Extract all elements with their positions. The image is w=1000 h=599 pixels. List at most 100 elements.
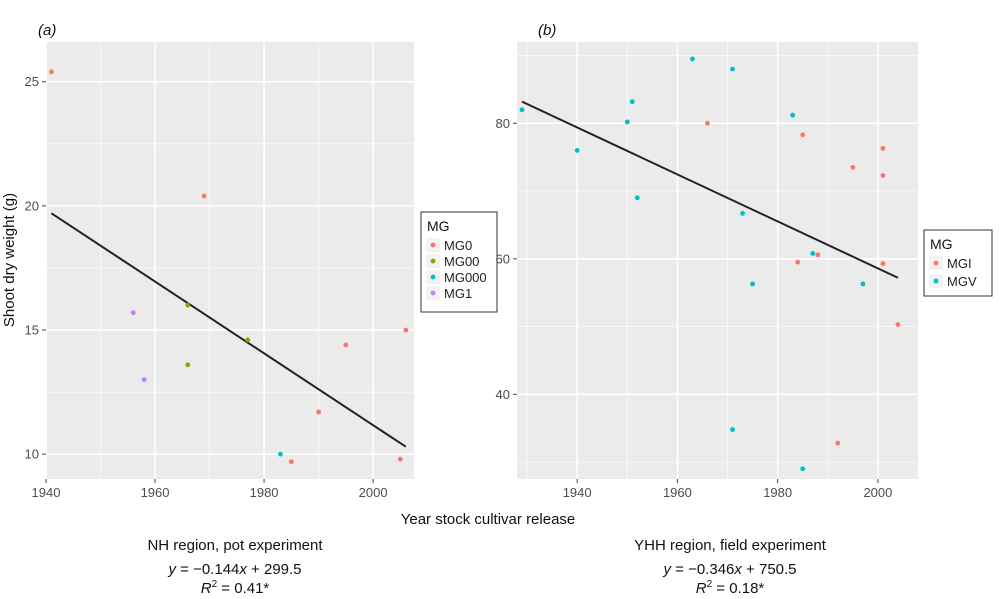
- panel-a-points: [49, 69, 409, 465]
- panel-a-r2-value: = 0.41*: [221, 580, 270, 597]
- panel-a-r-squared: R2 = 0.41*: [90, 579, 380, 597]
- panel-b-eq-x: x: [734, 561, 742, 578]
- panel-a-grid: [45, 42, 414, 479]
- data-point-mg000: [278, 451, 283, 457]
- y-tick-label: 25: [25, 74, 39, 89]
- x-tick-label: 1960: [663, 485, 692, 500]
- legend-label: MG000: [444, 270, 487, 285]
- legend-swatch: [430, 258, 436, 264]
- panel-b-eq-intercept: + 750.5: [746, 561, 797, 578]
- legend-label: MG1: [444, 286, 472, 301]
- data-point-mgv: [810, 250, 816, 256]
- y-tick-label: 40: [496, 387, 510, 402]
- data-point-mgv: [730, 427, 735, 432]
- x-tick-label: 2000: [863, 485, 892, 500]
- data-point-mg0: [403, 327, 409, 333]
- data-point-mgv: [690, 56, 695, 62]
- panel-a-legend-title: MG: [427, 218, 450, 234]
- data-point-mg0: [397, 456, 403, 462]
- y-tick-label: 10: [25, 447, 39, 462]
- data-point-mg0: [288, 459, 294, 465]
- x-tick-label: 2000: [359, 485, 388, 500]
- data-point-mg00: [185, 302, 191, 308]
- x-axis-title: Year stock cultivar release: [401, 511, 576, 528]
- legend-swatch: [430, 274, 436, 280]
- panel-b-legend-title: MG: [930, 236, 953, 252]
- panel-b-equation: y = −0.346x + 750.5: [663, 561, 797, 578]
- panel-a-eq-y: y: [168, 561, 176, 578]
- data-point-mgi: [835, 440, 841, 446]
- panel-a-eq-x: x: [239, 561, 247, 578]
- panel-b-legend: MG MGI MGV: [923, 229, 993, 297]
- data-point-mgv: [750, 281, 755, 287]
- regression-line: [521, 100, 899, 279]
- panel-b-r2-sup: 2: [706, 579, 713, 590]
- panel-b-legend-items: MGI MGV: [929, 256, 977, 289]
- panel-b-r2-letter: R: [695, 580, 707, 597]
- legend-label: MGI: [947, 256, 972, 271]
- legend-label: MG00: [444, 254, 479, 269]
- y-tick-label: 15: [25, 323, 39, 338]
- panel-a-eq-slope: −0.144: [193, 561, 240, 578]
- panel-a-eq-intercept: + 299.5: [251, 561, 302, 578]
- panel-a-equation: y = −0.144x + 299.5: [168, 561, 302, 578]
- panel-a-regression: [50, 212, 407, 448]
- y-tick-label: 80: [496, 116, 510, 131]
- panel-b-eq-y: y: [663, 561, 671, 578]
- panel-a-y-axis-title: Shoot dry weight (g): [1, 193, 18, 327]
- panel-b-caption-title: YHH region, field experiment: [634, 537, 826, 554]
- data-point-mgi: [800, 132, 806, 138]
- panel-a-plot-area: [46, 42, 414, 479]
- data-point-mg00: [245, 337, 251, 343]
- data-point-mgv: [800, 466, 806, 472]
- data-point-mgv: [740, 211, 745, 216]
- panel-b-eq-slope: −0.346: [688, 561, 735, 578]
- panel-b-label: (b): [538, 22, 556, 39]
- legend-swatch: [933, 260, 939, 266]
- panel-a-r2-letter: R: [200, 580, 212, 597]
- data-point-mgi: [880, 261, 886, 266]
- panel-b-x-ticks: 1940 1960 1980 2000: [563, 479, 892, 500]
- panel-b-scatter-plot: (b) 1940 1960 1980 2000 40 60 80 MG MGI MGV: [496, 22, 993, 500]
- data-point-mgv: [519, 107, 525, 113]
- data-point-mg0: [343, 342, 349, 348]
- y-tick-label: 20: [25, 198, 39, 213]
- data-point-mgv: [634, 195, 640, 201]
- panel-b-y-ticks: 40 60 80: [496, 116, 517, 402]
- data-point-mgv: [624, 119, 630, 125]
- data-point-mgi: [880, 173, 886, 178]
- panel-b-plot-area: [517, 42, 918, 479]
- data-point-mg0: [316, 409, 321, 415]
- panel-a-scatter-plot: (a) 1940 1960 1980 2000 10 15 20 25 Shoot dry …: [1, 22, 498, 500]
- data-point-mgv: [629, 99, 635, 105]
- panel-b-grid: [517, 42, 918, 479]
- data-point-mgi: [815, 252, 821, 258]
- legend-label: MGV: [947, 274, 977, 289]
- panel-b-points: [519, 56, 901, 472]
- x-tick-label: 1960: [141, 485, 170, 500]
- data-point-mgv: [574, 148, 580, 153]
- legend-label: MG0: [444, 238, 472, 253]
- data-point-mgi: [880, 145, 886, 151]
- data-point-mg0: [201, 193, 207, 199]
- x-tick-label: 1980: [763, 485, 792, 500]
- data-point-mgi: [895, 322, 901, 327]
- panel-a-y-ticks: 10 15 20 25: [25, 74, 46, 462]
- y-tick-label: 60: [496, 251, 510, 266]
- panel-a-x-ticks: 1940 1960 1980 2000: [32, 479, 388, 500]
- panel-a-label: (a): [38, 22, 56, 39]
- panel-b-r2-value: = 0.18*: [716, 580, 765, 597]
- data-point-mgi: [795, 259, 801, 265]
- panel-b-r-squared: R2 = 0.18*: [580, 579, 880, 597]
- x-tick-label: 1980: [250, 485, 279, 500]
- legend-swatch: [430, 242, 436, 248]
- panel-a-r2-sup: 2: [211, 579, 218, 590]
- legend-swatch: [933, 278, 939, 284]
- data-point-mg1: [141, 377, 147, 383]
- data-point-mgi: [705, 120, 710, 126]
- legend-swatch: [430, 290, 436, 296]
- data-point-mgv: [860, 281, 866, 287]
- panel-a-caption-title: NH region, pot experiment: [147, 537, 323, 554]
